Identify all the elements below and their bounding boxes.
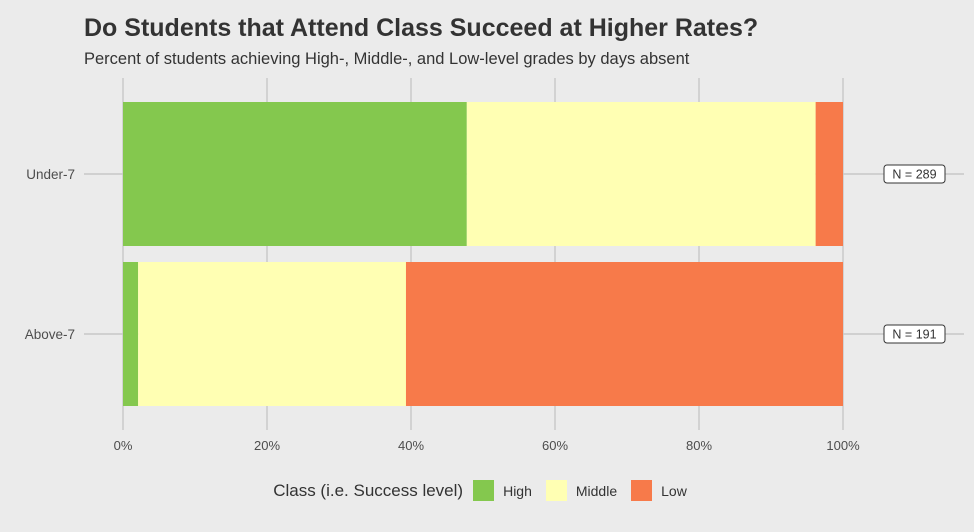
legend-item-low: Low bbox=[631, 480, 687, 501]
n-annotation-box bbox=[883, 164, 946, 184]
chart-title: Do Students that Attend Class Succeed at… bbox=[84, 14, 759, 42]
y-category-label: Under-7 bbox=[26, 167, 75, 182]
legend-swatch-middle bbox=[545, 480, 567, 501]
legend-item-middle: Middle bbox=[545, 480, 618, 501]
bar-high-under-7 bbox=[123, 102, 467, 246]
n-annotation: N = 289 bbox=[883, 164, 946, 184]
n-annotation-text: N = 289 bbox=[892, 168, 936, 182]
legend-swatch-low bbox=[631, 480, 653, 501]
legend-title: Class (i.e. Success level) bbox=[273, 480, 464, 500]
bar-low-above-7 bbox=[405, 262, 843, 406]
x-tick-label: 100% bbox=[826, 438, 860, 453]
x-tick-label: 60% bbox=[542, 438, 568, 453]
bar-low-under-7 bbox=[815, 102, 843, 246]
n-annotation: N = 191 bbox=[883, 324, 946, 344]
legend-label-middle: Middle bbox=[575, 482, 618, 499]
chart-subtitle: Percent of students achieving High-, Mid… bbox=[84, 50, 690, 68]
n-annotation-text: N = 191 bbox=[892, 328, 936, 342]
bar-high-above-7 bbox=[123, 262, 139, 406]
legend-label-low: Low bbox=[661, 482, 687, 499]
n-annotation-box bbox=[883, 324, 946, 344]
legend: Class (i.e. Success level) High Middle L… bbox=[0, 480, 974, 501]
x-tick-label: 80% bbox=[686, 438, 712, 453]
legend-label-high: High bbox=[503, 482, 532, 499]
x-tick-label: 20% bbox=[254, 438, 280, 453]
legend-item-high: High bbox=[473, 480, 532, 501]
x-tick-label: 40% bbox=[398, 438, 424, 453]
y-category-label: Above-7 bbox=[25, 327, 75, 342]
legend-swatch-high bbox=[473, 480, 495, 501]
bar-middle-under-7 bbox=[466, 102, 816, 246]
bar-middle-above-7 bbox=[138, 262, 406, 406]
x-tick-label: 0% bbox=[114, 438, 133, 453]
